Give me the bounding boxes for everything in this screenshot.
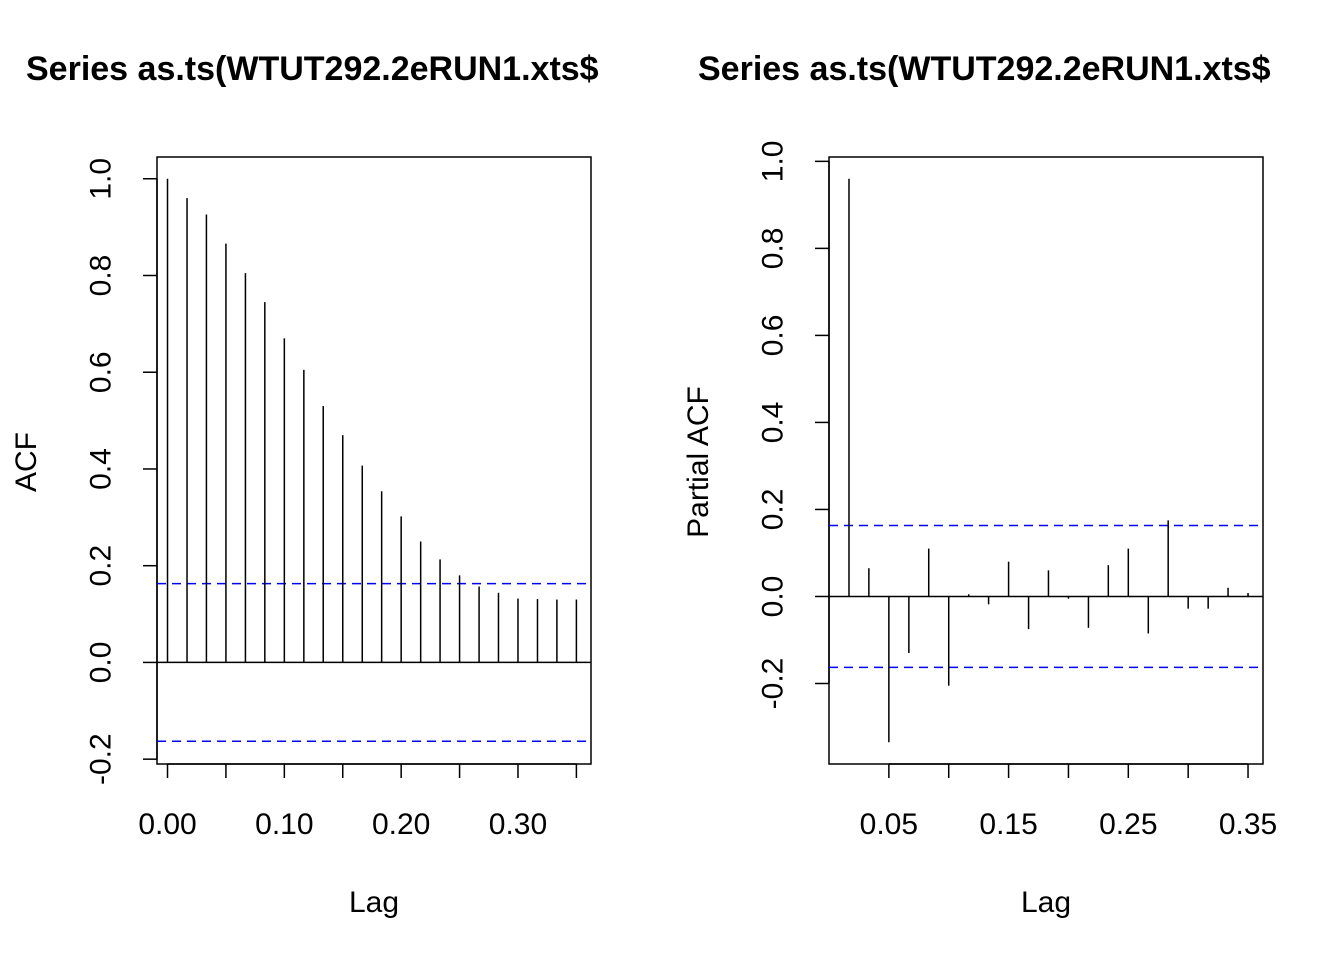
pacf-y-tick-label: -0.2	[757, 658, 790, 710]
pacf-x-tick-label: 0.05	[860, 808, 918, 841]
pacf-y-tick-label: 0.0	[757, 576, 790, 618]
acf-title: Series as.ts(WTUT292.2eRUN1.xts$	[26, 50, 599, 88]
pacf-x-tick-label: 0.25	[1099, 808, 1157, 841]
pacf-title: Series as.ts(WTUT292.2eRUN1.xts$	[698, 50, 1271, 88]
acf-marks: -0.2 0.0 0.2 0.4 0.6 0.8 1.0 0.00 0.10 0.20 0.30	[85, 158, 591, 841]
acf-y-tick-label: 0.8	[85, 255, 118, 297]
pacf-y-tick-label: 0.4	[757, 402, 790, 444]
acf-x-tick-label: 0.00	[138, 808, 196, 841]
pacf-y-tick-label: 0.6	[757, 315, 790, 357]
pacf-y-axis-label: Partial ACF	[682, 386, 715, 538]
acf-y-axis-label: ACF	[10, 432, 43, 492]
pacf-marks: -0.2 0.0 0.2 0.4 0.6 0.8 1.0 0.05 0.15 0.25 0.35	[757, 140, 1278, 841]
acf-y-tick-label: 0.2	[85, 545, 118, 587]
acf-x-axis-label: Lag	[349, 886, 399, 919]
acf-x-tick-label: 0.10	[255, 808, 313, 841]
acf-x-tick-label: 0.30	[489, 808, 547, 841]
acf-y-tick-label: -0.2	[85, 733, 118, 785]
pacf-panel: Series as.ts(WTUT292.2eRUN1.xts$ Lag Par…	[682, 50, 1277, 919]
pacf-x-tick-label: 0.35	[1219, 808, 1277, 841]
pacf-y-tick-label: 0.2	[757, 489, 790, 531]
acf-panel: Series as.ts(WTUT292.2eRUN1.xts$ Lag ACF…	[10, 50, 599, 919]
pacf-x-tick-label: 0.15	[979, 808, 1037, 841]
acf-x-tick-label: 0.20	[372, 808, 430, 841]
acf-y-tick-label: 1.0	[85, 158, 118, 200]
pacf-plot-frame	[828, 156, 1264, 765]
acf-y-tick-label: 0.6	[85, 351, 118, 393]
pacf-y-tick-label: 1.0	[757, 140, 790, 182]
acf-y-tick-label: 0.0	[85, 642, 118, 684]
pacf-x-axis-label: Lag	[1021, 886, 1071, 919]
acf-y-tick-label: 0.4	[85, 448, 118, 490]
acf-plot-frame	[156, 156, 592, 765]
pacf-y-tick-label: 0.8	[757, 228, 790, 270]
